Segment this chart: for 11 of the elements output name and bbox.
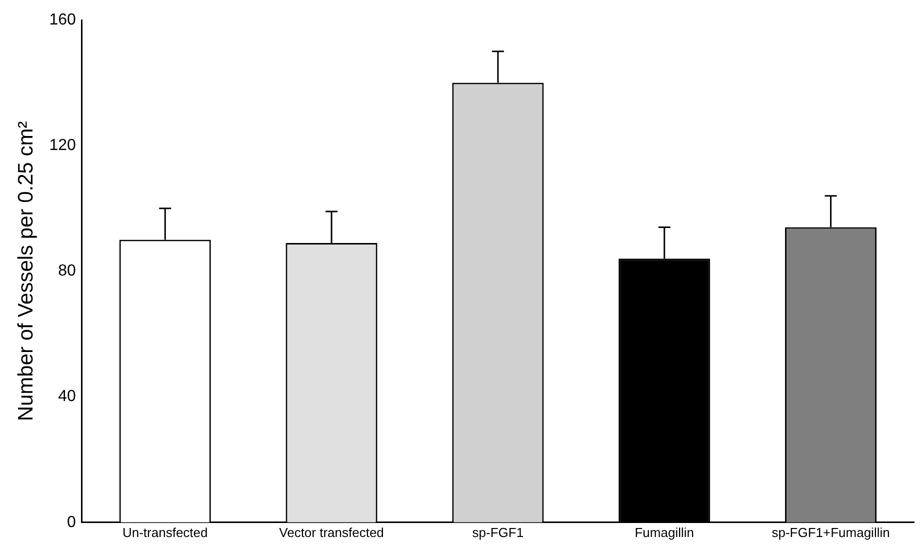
y-tick-label: 40 bbox=[58, 388, 76, 406]
y-tick-label: 0 bbox=[66, 514, 76, 531]
x-tick-label: Un-transfected bbox=[122, 524, 208, 540]
x-tick-label: Fumagillin bbox=[634, 524, 694, 540]
x-tick-label: Vector transfected bbox=[279, 524, 384, 540]
y-tick-label: 80 bbox=[58, 262, 76, 280]
x-tick-label: sp-FGF1 bbox=[472, 524, 524, 540]
y-axis-title: Number of Vessels per 0.25 cm² bbox=[14, 121, 38, 422]
x-tick-label: sp-FGF1+Fumagillin bbox=[772, 524, 890, 540]
y-tick-label: 160 bbox=[49, 11, 76, 28]
y-tick-label: 120 bbox=[49, 137, 76, 154]
